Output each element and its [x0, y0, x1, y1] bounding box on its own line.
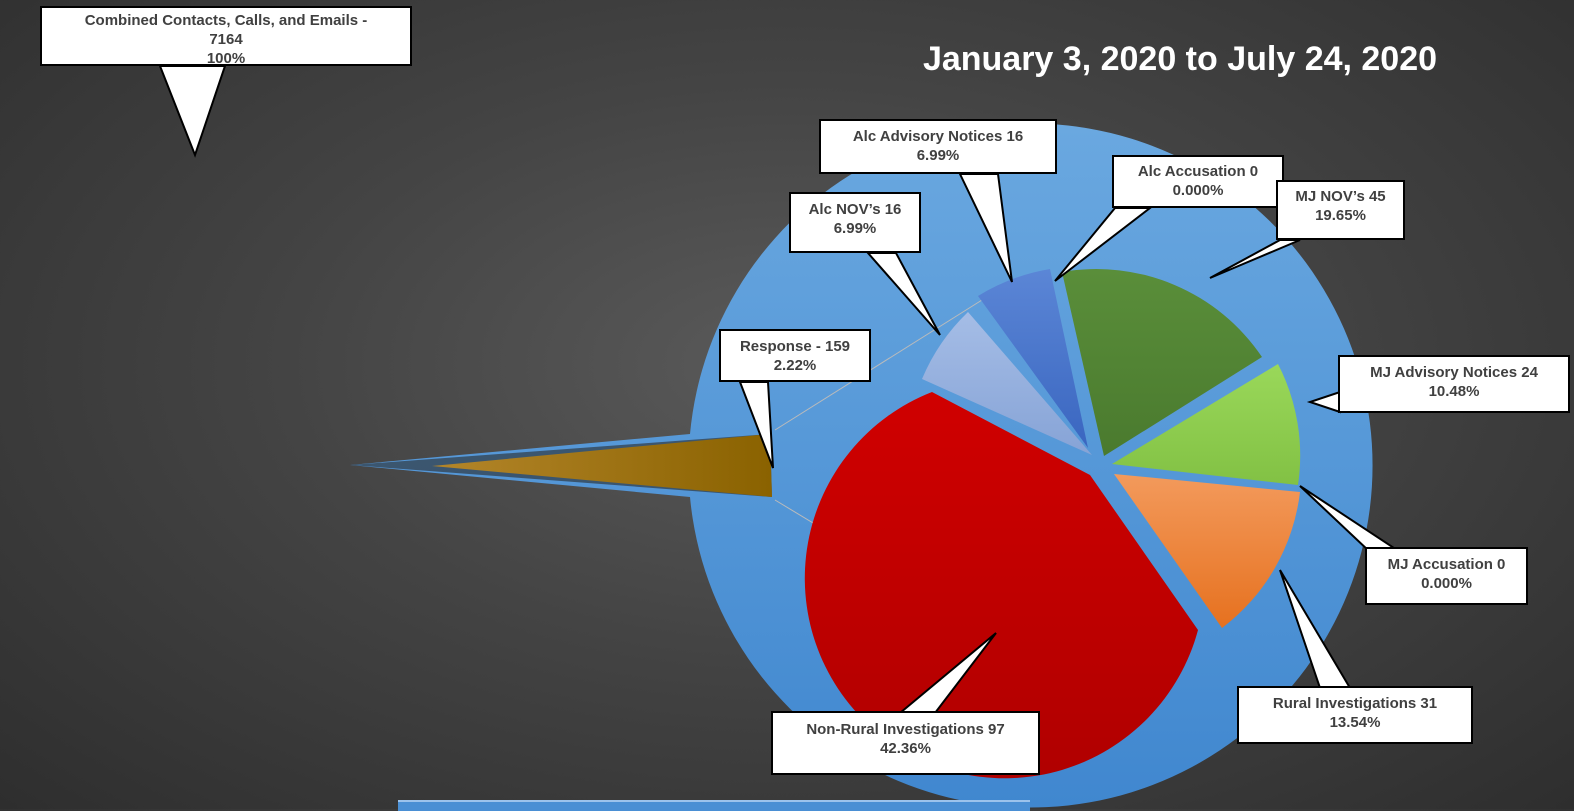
- data-label-percent: 19.65%: [1315, 207, 1366, 224]
- callout-pointer-alc-advisory: [958, 173, 1013, 283]
- pie-slice-mj-novs: [1062, 269, 1262, 456]
- data-label-text: MJ Accusation 0: [1387, 556, 1506, 573]
- data-label-non-rural-investigations: Non-Rural Investigations 97 42.36%: [771, 711, 1040, 775]
- callout-pointer-combined: [158, 65, 227, 158]
- data-label-percent: 0.000%: [1421, 575, 1472, 592]
- data-label-response: Response - 159 2.22%: [719, 329, 871, 382]
- data-label-text: Rural Investigations 31: [1272, 695, 1438, 712]
- cropped-bottom-bar: [398, 800, 1030, 811]
- data-label-text: Non-Rural Investigations 97: [806, 721, 1005, 738]
- data-label-percent: 42.36%: [880, 740, 931, 757]
- data-label-text: Alc Accusation 0: [1137, 163, 1259, 180]
- data-label-alc-advisory-notices: Alc Advisory Notices 16 6.99%: [819, 119, 1057, 174]
- data-label-alc-novs: Alc NOV’s 16 6.99%: [789, 192, 921, 253]
- data-label-text: MJ Advisory Notices 24: [1370, 364, 1538, 381]
- data-label-text: MJ NOV’s 45: [1295, 188, 1386, 205]
- pie-slice-mj-advisory-notices: [1112, 364, 1301, 485]
- callout-pointer-response: [738, 381, 774, 469]
- data-label-mj-advisory-notices: MJ Advisory Notices 24 10.48%: [1338, 355, 1570, 413]
- data-label-percent: 6.99%: [833, 220, 877, 237]
- pie-slice-response: [432, 434, 772, 497]
- data-label-alc-accusation: Alc Accusation 0 0.000%: [1112, 155, 1284, 208]
- data-label-percent: 100%: [206, 50, 246, 67]
- data-label-mj-novs: MJ NOV’s 45 19.65%: [1276, 180, 1405, 240]
- connector-line-top: [774, 299, 983, 431]
- callout-pointer-alc-nov: [865, 252, 941, 336]
- data-label-mj-accusation: MJ Accusation 0 0.000%: [1365, 547, 1528, 605]
- data-label-combined-contacts: Combined Contacts, Calls, and Emails - 7…: [40, 6, 412, 67]
- data-label-text: Response - 159: [739, 338, 851, 355]
- data-label-value: 7164: [209, 31, 243, 48]
- data-label-text: Alc Advisory Notices 16: [852, 128, 1024, 145]
- pie-slice-non-rural-investigations: [804, 392, 1198, 779]
- data-label-percent: 6.99%: [916, 147, 960, 164]
- callout-pointer-mj-nov: [1209, 239, 1301, 279]
- chart-date-range-title: January 3, 2020 to July 24, 2020: [922, 40, 1438, 78]
- data-label-text: Combined Contacts, Calls, and Emails -: [84, 12, 368, 29]
- pie-slice-alc-advisory-notices: [978, 269, 1088, 448]
- data-label-text: Alc NOV’s 16: [808, 201, 902, 218]
- pie-slice-rural-investigations: [1114, 474, 1300, 628]
- data-label-rural-investigations: Rural Investigations 31 13.54%: [1237, 686, 1473, 744]
- callout-pointer-alc-accusation: [1054, 207, 1153, 282]
- data-label-percent: 2.22%: [773, 357, 817, 374]
- data-label-percent: 10.48%: [1428, 383, 1480, 400]
- pie-slice-alc-novs: [922, 312, 1092, 455]
- data-label-percent: 0.000%: [1172, 182, 1224, 199]
- data-label-percent: 13.54%: [1329, 714, 1381, 731]
